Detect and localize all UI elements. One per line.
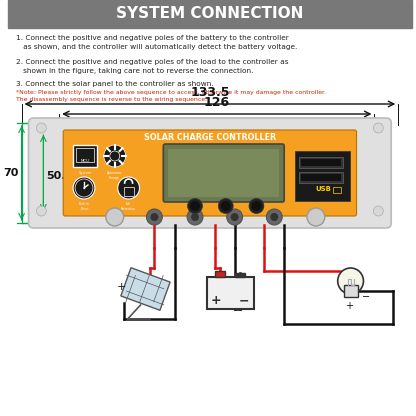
Circle shape <box>37 206 46 216</box>
Polygon shape <box>121 268 170 310</box>
Text: 133.5: 133.5 <box>190 86 230 99</box>
Text: +: + <box>117 282 126 292</box>
Circle shape <box>75 179 93 197</box>
Bar <box>344 285 357 297</box>
Bar <box>8 0 412 28</box>
Circle shape <box>252 201 261 211</box>
Circle shape <box>249 198 264 213</box>
Circle shape <box>37 123 46 133</box>
Text: SOLAR CHARGE CONTROLLER: SOLAR CHARGE CONTROLLER <box>144 134 276 143</box>
Circle shape <box>374 206 383 216</box>
FancyBboxPatch shape <box>163 144 284 202</box>
FancyBboxPatch shape <box>29 118 391 228</box>
Text: SYSTEM CONNECTION: SYSTEM CONNECTION <box>116 7 304 22</box>
Circle shape <box>338 268 364 294</box>
Text: +: + <box>210 295 221 307</box>
Text: 2. Connect the positive and negative poles of the load to the controller as
   s: 2. Connect the positive and negative pol… <box>16 59 288 74</box>
Bar <box>124 187 134 196</box>
Text: 50.5: 50.5 <box>46 171 74 181</box>
Circle shape <box>231 213 239 221</box>
Circle shape <box>191 213 199 221</box>
Text: The disassembly sequence is reverse to the wiring sequence.: The disassembly sequence is reverse to t… <box>16 97 207 102</box>
Bar <box>295 151 349 201</box>
Circle shape <box>106 208 124 226</box>
Circle shape <box>188 198 203 213</box>
Circle shape <box>118 177 139 199</box>
Text: 1. Connect the positive and negative poles of the battery to the controller
   a: 1. Connect the positive and negative pol… <box>16 35 297 50</box>
Circle shape <box>151 213 158 221</box>
Text: MCU: MCU <box>81 159 89 163</box>
Text: −: − <box>362 292 371 302</box>
Text: System: System <box>78 171 92 175</box>
Circle shape <box>104 145 126 167</box>
Text: 126: 126 <box>204 96 230 109</box>
Bar <box>301 174 341 181</box>
Circle shape <box>190 201 200 211</box>
Text: Built-in
Timer: Built-in Timer <box>79 202 89 210</box>
Circle shape <box>307 208 325 226</box>
Text: *Note: Please strictly follow the above sequence to access, otherwise it may dam: *Note: Please strictly follow the above … <box>16 90 326 95</box>
Circle shape <box>266 209 282 225</box>
Text: −: − <box>238 295 249 307</box>
Circle shape <box>187 209 203 225</box>
Bar <box>207 277 255 309</box>
Circle shape <box>221 201 231 211</box>
Circle shape <box>146 209 162 225</box>
Circle shape <box>218 198 233 213</box>
Circle shape <box>227 209 243 225</box>
Bar <box>299 157 343 168</box>
Text: Full
Protection: Full Protection <box>121 202 136 210</box>
Bar <box>168 149 279 197</box>
Bar <box>299 172 343 183</box>
Bar <box>215 271 225 277</box>
Circle shape <box>110 151 120 161</box>
Text: 70: 70 <box>3 168 19 178</box>
Bar <box>76 148 94 162</box>
Circle shape <box>73 177 95 199</box>
Text: USB: USB <box>315 186 331 192</box>
FancyBboxPatch shape <box>63 130 357 216</box>
Bar <box>301 159 341 166</box>
Text: Automatic
Charge: Automatic Charge <box>107 171 122 180</box>
Circle shape <box>374 123 383 133</box>
Text: +: + <box>344 301 353 311</box>
Bar <box>73 145 97 167</box>
Circle shape <box>270 213 278 221</box>
Bar <box>235 273 245 277</box>
Text: 3. Connect the solar panel to the controller as shown.: 3. Connect the solar panel to the contro… <box>16 81 213 87</box>
Bar <box>333 187 341 193</box>
